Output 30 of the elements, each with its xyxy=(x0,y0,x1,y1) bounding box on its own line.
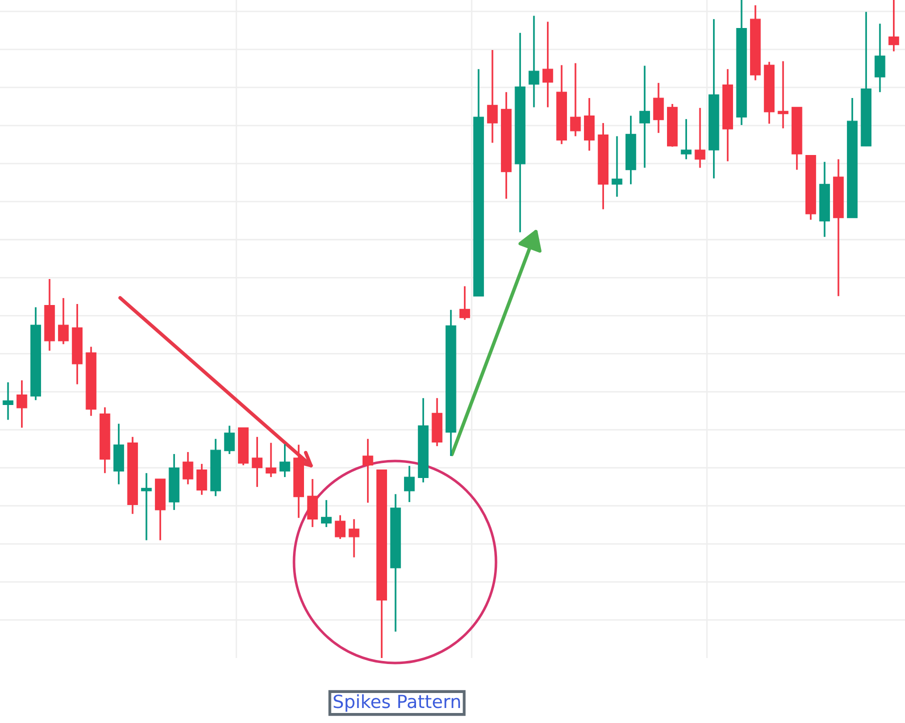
candlestick xyxy=(307,478,318,528)
candlestick xyxy=(348,518,360,558)
candlestick xyxy=(778,60,788,130)
candlestick xyxy=(459,285,470,321)
candlestick xyxy=(182,451,194,486)
candlestick xyxy=(404,465,415,503)
candlestick xyxy=(58,297,69,345)
candlestick xyxy=(528,14,540,108)
candlestick xyxy=(888,0,900,52)
candlestick xyxy=(680,118,692,160)
candlestick xyxy=(224,424,235,455)
candlestick xyxy=(279,443,290,478)
candlestick xyxy=(141,472,152,542)
candlestick xyxy=(334,514,346,540)
candlestick xyxy=(570,62,581,138)
candlestick xyxy=(542,20,554,108)
candlestick xyxy=(2,381,14,421)
candlestick xyxy=(266,442,276,478)
candlestick xyxy=(252,436,262,488)
candlestick xyxy=(362,438,374,504)
text: Spikes Pattern xyxy=(334,694,460,712)
candlestick xyxy=(694,107,706,169)
candlestick xyxy=(321,499,332,528)
candlestick xyxy=(874,22,886,93)
candlestick xyxy=(612,135,622,198)
candlestick xyxy=(639,64,650,169)
candlestick xyxy=(16,379,28,429)
candlestick xyxy=(196,463,208,496)
candlestick xyxy=(653,82,664,134)
candlestick xyxy=(487,49,498,144)
